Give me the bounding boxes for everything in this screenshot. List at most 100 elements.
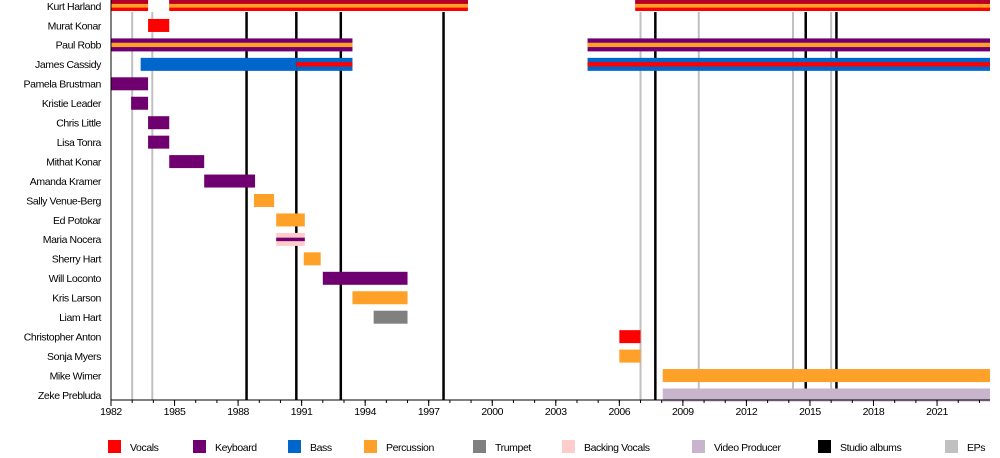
bar-video-producer	[662, 388, 990, 402]
bar-keyboard	[322, 271, 408, 285]
bar-vocals-band	[587, 62, 990, 67]
legend-swatch	[193, 440, 206, 453]
x-tick-label: 1982	[100, 406, 122, 418]
member-row	[322, 271, 408, 285]
member-label: Kris Larson	[52, 293, 101, 305]
bar-keyboard	[131, 96, 149, 110]
legend-swatch	[945, 440, 958, 453]
member-label: Mike Wimer	[50, 370, 102, 382]
member-label: Lisa Tonra	[57, 137, 102, 149]
bar-vocals	[148, 18, 170, 32]
legend-item-eps: EPs	[945, 440, 986, 454]
bar-keyboard	[111, 77, 149, 91]
x-tick-label: 2012	[736, 406, 758, 418]
member-row	[253, 194, 275, 207]
member-row	[619, 330, 641, 344]
legend-label: Vocals	[130, 442, 159, 454]
legend-label: Backing Vocals	[584, 442, 650, 454]
x-tick-label: 1994	[354, 406, 376, 418]
x-tick-label: 1988	[227, 406, 249, 418]
legend-label: EPs	[967, 442, 985, 454]
member-label: Christopher Anton	[24, 331, 102, 343]
legend-label: Keyboard	[215, 442, 257, 454]
legend-swatch	[562, 440, 575, 453]
x-axis: 1982 1985 1988 1991 1994 1997 2000 2003 2006 2009…	[100, 0, 990, 418]
bar-vocals	[619, 330, 641, 344]
legend-label: Percussion	[386, 442, 435, 454]
bar-percussion	[253, 194, 275, 207]
bar-percussion	[303, 252, 321, 266]
member-row	[131, 96, 149, 110]
bar-keyboard	[148, 116, 170, 130]
bar-percussion-band	[111, 3, 149, 8]
member-label: Mithat Konar	[46, 156, 102, 168]
x-tick-label: 1997	[418, 406, 440, 418]
x-tick-label: 2018	[863, 406, 885, 418]
member-row	[111, 38, 990, 52]
member-row	[148, 116, 170, 130]
release-lines	[131, 12, 838, 400]
member-label: Pamela Brustman	[24, 79, 102, 91]
legend-label: Bass	[310, 442, 332, 454]
bar-band-top	[169, 0, 468, 4]
member-row	[303, 252, 321, 266]
legend-item-keyboard: Keyboard	[193, 440, 258, 454]
x-tick-label: 1985	[164, 406, 186, 418]
bar-trumpet	[373, 310, 408, 324]
bar-percussion	[276, 213, 305, 227]
legend-item-video-producer: Video Producer	[692, 440, 782, 454]
member-label: Liam Hart	[59, 312, 101, 324]
member-row	[352, 291, 408, 305]
bar-percussion	[662, 369, 990, 383]
bar-band-top	[635, 0, 990, 4]
legend-item-vocals: Vocals	[108, 440, 159, 454]
member-label: Chris Little	[56, 118, 101, 130]
bar-keyboard	[204, 174, 256, 188]
legend: Vocals Keyboard Bass Percussion Trumpet Backi…	[108, 440, 986, 454]
x-tick-label: 2009	[672, 406, 694, 418]
member-label: Ed Potokar	[53, 215, 102, 227]
x-tick-label: 2021	[926, 406, 948, 418]
legend-swatch	[108, 440, 121, 453]
member-row	[148, 18, 170, 32]
legend-item-trumpet: Trumpet	[473, 440, 532, 454]
legend-swatch	[288, 440, 301, 453]
member-label: Maria Nocera	[43, 234, 102, 246]
legend-swatch	[692, 440, 705, 453]
bar-band-top	[111, 0, 149, 4]
member-row	[204, 174, 256, 188]
member-row	[148, 135, 170, 149]
member-row	[662, 369, 990, 383]
member-label: Murat Konar	[48, 20, 102, 32]
member-label: Zeke Prebluda	[38, 390, 102, 402]
member-label: Sherry Hart	[52, 254, 102, 266]
member-row	[111, 77, 149, 91]
bar-percussion-band	[635, 3, 990, 8]
bar-percussion-band	[587, 42, 990, 48]
legend-item-backing-vocals: Backing Vocals	[562, 440, 650, 454]
bar-keyboard	[148, 135, 170, 149]
member-label: James Cassidy	[35, 59, 102, 71]
member-label: Sally Venue-Berg	[26, 195, 101, 207]
legend-swatch	[364, 440, 377, 453]
member-label: Kurt Harland	[47, 1, 102, 13]
bar-percussion-band	[111, 42, 353, 48]
member-row	[662, 388, 990, 402]
legend-label: Trumpet	[495, 442, 531, 454]
x-tick-label: 1991	[291, 406, 313, 418]
bar-percussion	[352, 291, 408, 305]
x-tick-label: 2006	[608, 406, 630, 418]
member-label: Sonja Myers	[47, 351, 101, 363]
member-row	[373, 310, 408, 324]
legend-label: Studio albums	[840, 442, 901, 454]
member-label: Paul Robb	[56, 40, 102, 52]
bar-bass	[140, 57, 297, 71]
member-label: Amanda Kramer	[30, 176, 102, 188]
member-labels: Kurt Harland Murat Konar Paul Robb James Ca…	[24, 1, 103, 402]
legend-item-percussion: Percussion	[364, 440, 435, 454]
member-row	[276, 213, 305, 227]
bar-percussion	[619, 349, 641, 363]
member-row	[140, 57, 990, 71]
x-tick-label: 2003	[545, 406, 567, 418]
